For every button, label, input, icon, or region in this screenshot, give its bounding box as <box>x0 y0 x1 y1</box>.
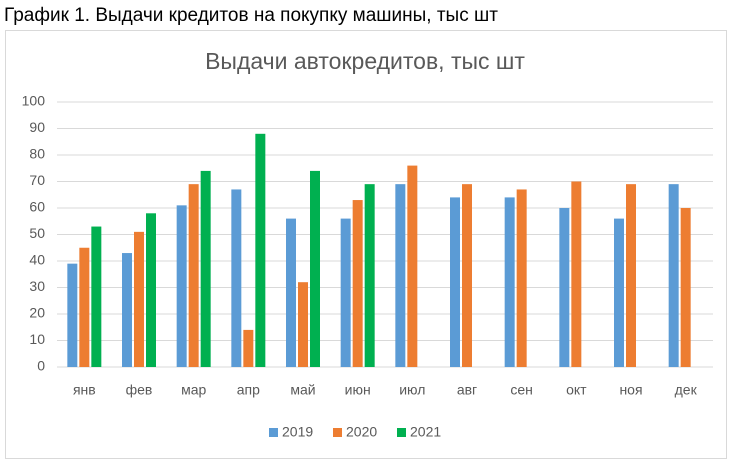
bar <box>364 184 375 367</box>
bar <box>407 165 418 367</box>
legend-swatch <box>269 428 278 437</box>
x-tick-label: мар <box>181 382 206 398</box>
y-tick-label: 10 <box>29 331 45 347</box>
y-tick-label: 70 <box>29 172 45 188</box>
y-tick-label: 100 <box>22 93 46 109</box>
bar <box>122 253 132 367</box>
bar <box>146 213 156 367</box>
bar <box>668 184 679 367</box>
bar <box>286 218 296 367</box>
bar <box>626 184 636 367</box>
legend-swatch <box>333 428 342 437</box>
y-tick-label: 40 <box>29 252 45 268</box>
x-tick-label: янв <box>73 382 96 398</box>
x-tick-label: июл <box>399 382 425 398</box>
x-tick-label: июн <box>345 382 371 398</box>
y-tick-label: 20 <box>29 305 45 321</box>
x-tick-label: ноя <box>619 382 642 398</box>
bar <box>516 189 527 367</box>
bar <box>188 184 199 367</box>
bar <box>680 208 691 367</box>
legend-label: 2020 <box>346 424 377 440</box>
x-tick-label: окт <box>566 382 587 398</box>
bar <box>200 170 211 367</box>
legend-swatch <box>397 428 406 437</box>
x-tick-label: сен <box>510 382 533 398</box>
bar <box>255 133 266 367</box>
x-tick-label: авг <box>457 382 477 398</box>
bar <box>559 208 570 367</box>
bar <box>310 170 320 367</box>
caption: График 1. Выдачи кредитов на покупку маш… <box>4 5 498 26</box>
bar <box>395 184 406 367</box>
x-tick-label: апр <box>237 382 260 398</box>
bar <box>67 263 78 367</box>
bar <box>340 218 351 367</box>
y-tick-label: 0 <box>37 358 45 374</box>
bar <box>504 197 515 367</box>
bar <box>450 197 460 367</box>
x-tick-label: май <box>290 382 315 398</box>
bar <box>243 329 254 367</box>
bar <box>91 226 102 367</box>
y-tick-label: 30 <box>29 278 45 294</box>
legend-label: 2019 <box>282 424 313 440</box>
bar <box>298 282 308 367</box>
bar <box>352 200 363 367</box>
y-tick-label: 80 <box>29 146 45 162</box>
bar <box>231 189 242 367</box>
bar <box>614 218 624 367</box>
y-tick-label: 90 <box>29 119 45 135</box>
y-tick-label: 50 <box>29 225 45 241</box>
bar <box>134 231 144 367</box>
x-tick-label: фев <box>126 382 153 398</box>
bar <box>176 205 187 367</box>
y-tick-label: 60 <box>29 199 45 215</box>
bar <box>462 184 472 367</box>
bar <box>571 181 582 367</box>
bar <box>79 247 90 367</box>
legend-label: 2021 <box>410 424 441 440</box>
chart-title: Выдачи автокредитов, тыс шт <box>205 48 525 74</box>
x-tick-label: дек <box>675 382 698 398</box>
